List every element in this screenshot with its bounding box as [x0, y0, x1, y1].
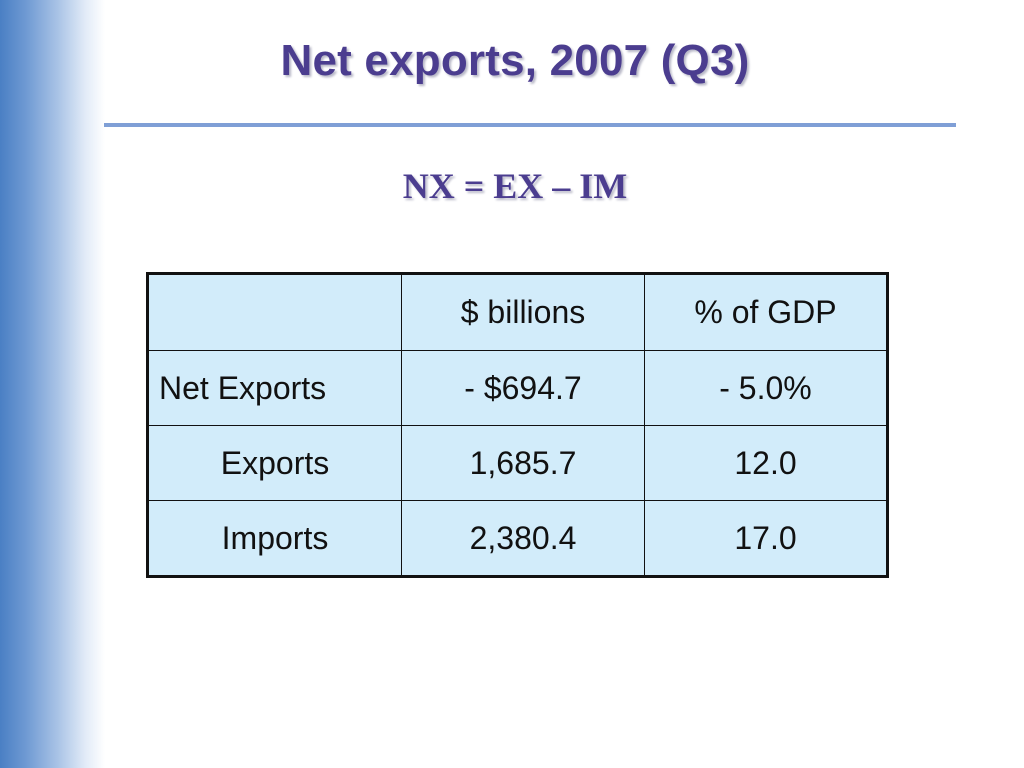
row-pct-gdp: - 5.0% — [643, 350, 889, 426]
header-cell-pct-gdp: % of GDP — [643, 273, 889, 351]
header-cell-billions: $ billions — [401, 273, 645, 351]
header-cell-empty — [146, 273, 403, 351]
formula: NX = EX – IM — [402, 166, 628, 206]
table-row: Net Exports - $694.7 - 5.0% — [146, 350, 889, 426]
slide-title: Net exports, 2007 (Q3) — [280, 36, 750, 85]
row-pct-gdp: 12.0 — [643, 425, 889, 501]
row-label: Net Exports — [146, 350, 403, 426]
row-label: Exports — [146, 425, 403, 501]
row-billions: 2,380.4 — [401, 500, 645, 577]
title-divider — [104, 123, 956, 127]
side-gradient-bar — [0, 0, 105, 768]
table-header-row: $ billions % of GDP — [146, 273, 889, 351]
table-row: Imports 2,380.4 17.0 — [146, 500, 889, 577]
row-billions: - $694.7 — [401, 350, 645, 426]
row-pct-gdp: 17.0 — [643, 500, 889, 577]
row-label: Imports — [146, 500, 403, 577]
net-exports-table: $ billions % of GDP Net Exports - $694.7… — [146, 272, 889, 578]
table-row: Exports 1,685.7 12.0 — [146, 425, 889, 501]
row-billions: 1,685.7 — [401, 425, 645, 501]
